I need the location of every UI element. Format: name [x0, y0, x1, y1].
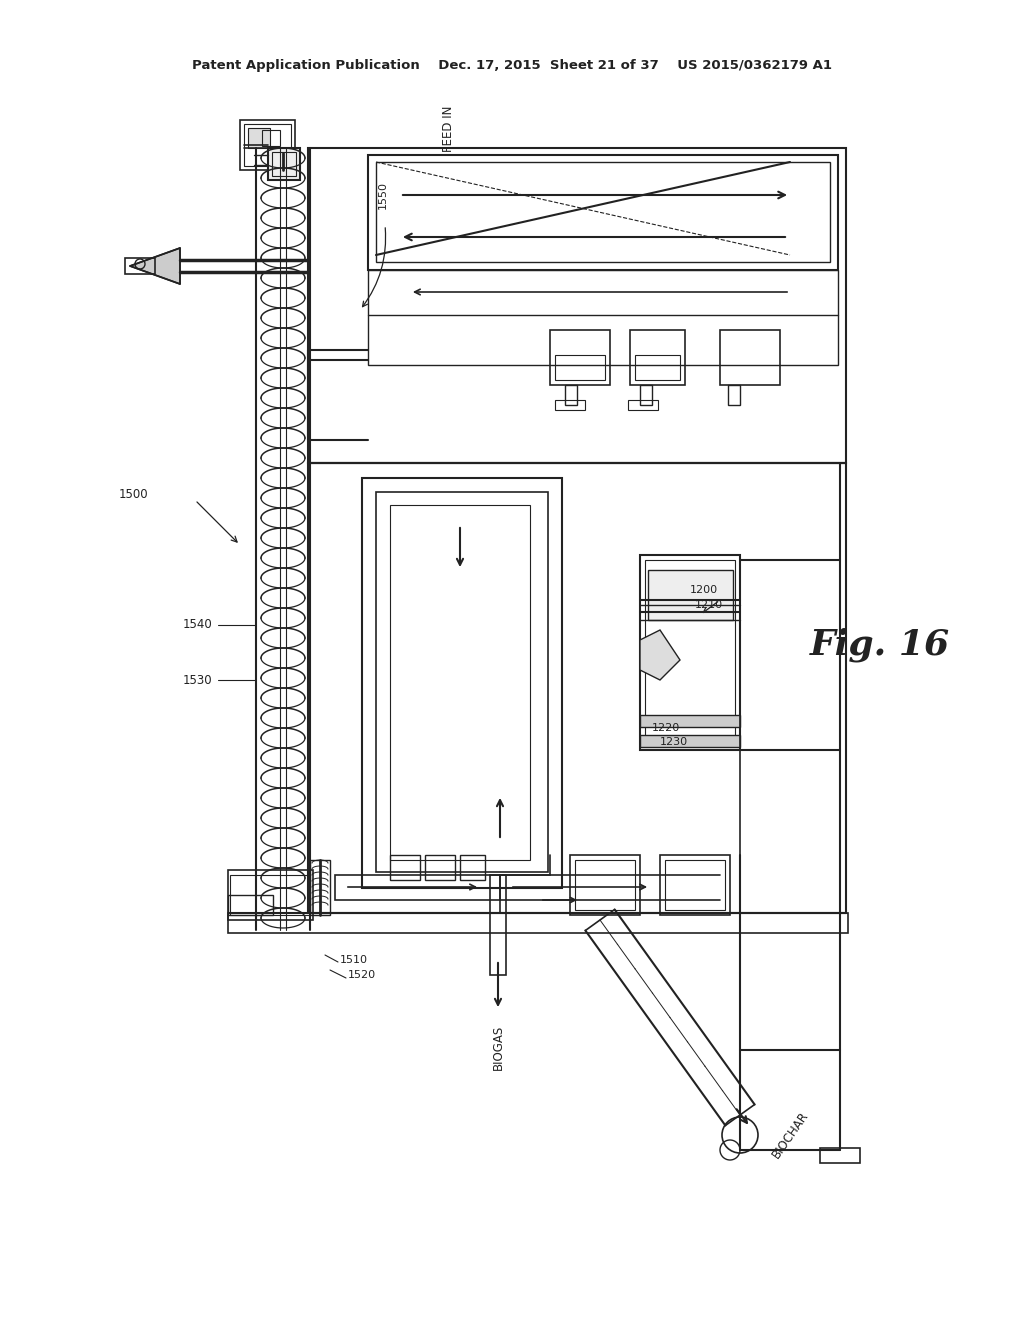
Bar [635, 355, 680, 380]
Bar [335, 875, 500, 900]
Bar [228, 913, 848, 933]
Bar [490, 875, 506, 975]
Text: 1220: 1220 [652, 723, 680, 733]
Text: BIOCHAR: BIOCHAR [770, 1109, 812, 1160]
Bar [425, 855, 455, 880]
Polygon shape [130, 248, 180, 284]
Bar [550, 330, 610, 385]
Bar [376, 162, 830, 261]
Bar [362, 478, 562, 888]
Bar [555, 355, 605, 380]
Bar [555, 400, 585, 411]
Bar [630, 330, 685, 385]
Bar [230, 875, 310, 915]
Text: 1520: 1520 [348, 970, 376, 979]
Text: 1500: 1500 [119, 488, 148, 502]
Bar [125, 257, 155, 275]
Bar [648, 570, 733, 620]
Text: 1210: 1210 [695, 601, 723, 610]
Bar [228, 895, 273, 915]
Bar [376, 492, 548, 873]
Text: 1530: 1530 [182, 673, 212, 686]
Bar [575, 861, 635, 909]
Bar [720, 330, 780, 385]
Bar [228, 870, 313, 920]
Bar [640, 715, 740, 727]
Text: 1200: 1200 [690, 585, 718, 595]
Bar [640, 554, 740, 750]
Bar [820, 1148, 860, 1163]
Text: BIOGAS: BIOGAS [492, 1026, 505, 1071]
Bar [645, 560, 735, 744]
Bar [390, 855, 420, 880]
Polygon shape [640, 630, 680, 680]
Bar [665, 861, 725, 909]
Bar [310, 861, 330, 915]
Text: FEED IN: FEED IN [441, 106, 455, 152]
Text: 1510: 1510 [340, 954, 368, 965]
Bar [728, 385, 740, 405]
Bar [308, 463, 846, 913]
Text: 1540: 1540 [182, 619, 212, 631]
Bar [244, 124, 291, 166]
Bar [565, 385, 577, 405]
Bar [368, 154, 838, 271]
Bar [368, 271, 838, 366]
Text: 1230: 1230 [660, 737, 688, 747]
Bar [628, 400, 658, 411]
Bar [262, 129, 280, 147]
Bar [248, 128, 270, 148]
Bar [570, 855, 640, 915]
Bar [308, 148, 846, 463]
Bar [660, 855, 730, 915]
Bar [272, 152, 296, 176]
Text: Fig. 16: Fig. 16 [810, 628, 950, 663]
Bar [460, 855, 485, 880]
Bar [268, 148, 300, 180]
Bar [390, 506, 530, 861]
Bar [640, 735, 740, 747]
Text: Patent Application Publication    Dec. 17, 2015  Sheet 21 of 37    US 2015/03621: Patent Application Publication Dec. 17, … [193, 58, 831, 71]
Bar [640, 385, 652, 405]
Bar [240, 120, 295, 170]
Text: 1550: 1550 [378, 181, 388, 209]
